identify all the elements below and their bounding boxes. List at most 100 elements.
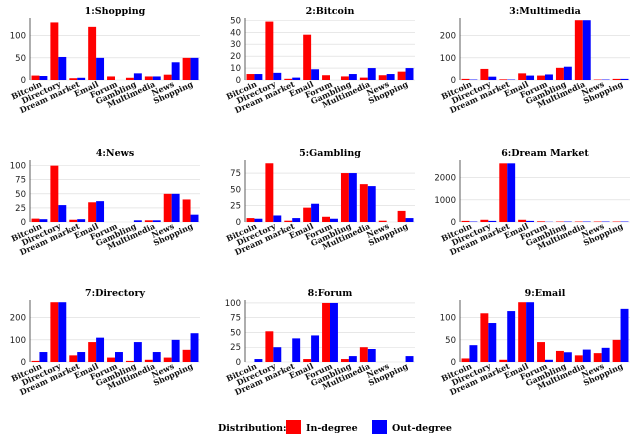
bar-out-degree-dream-market (292, 77, 301, 80)
bar-in-degree-gambling (340, 76, 349, 80)
bar-out-degree-email (526, 220, 535, 222)
bar-out-degree-shopping (190, 333, 199, 362)
y-tick-label: 100 (440, 314, 456, 324)
y-tick-label: 75 (230, 169, 241, 179)
bar-out-degree-forum (545, 74, 553, 80)
panel-title: 6:Dream Market (501, 148, 589, 159)
bar-in-degree-multimedia (144, 76, 153, 80)
bar-out-degree-shopping (620, 78, 629, 80)
y-tick-label: 200 (440, 32, 456, 42)
legend-title: Distribution: (218, 423, 287, 434)
bar-in-degree-bitcoin (31, 218, 40, 222)
bar-out-degree-email (311, 69, 320, 80)
bar-out-degree-news (171, 193, 180, 222)
bar-in-degree-bitcoin (461, 78, 470, 80)
bar-in-degree-email (303, 359, 312, 362)
bar-out-degree-directory (273, 215, 282, 222)
y-tick-label: 50 (15, 190, 26, 200)
y-tick-label: 0 (451, 358, 456, 368)
bar-out-degree-multimedia (152, 76, 161, 80)
bar-in-degree-email (303, 34, 312, 80)
bar-in-degree-forum (322, 302, 330, 362)
y-tick-label: 30 (230, 40, 241, 50)
bar-in-degree-email (88, 342, 97, 362)
bar-in-degree-shopping (182, 57, 191, 80)
bar-out-degree-news (171, 339, 180, 362)
bar-in-degree-bitcoin (31, 360, 40, 362)
y-tick-label: 0 (236, 76, 241, 86)
bar-out-degree-news (171, 62, 180, 80)
bar-out-degree-dream-market (77, 352, 86, 362)
y-tick-label: 100 (440, 54, 456, 64)
bar-out-degree-directory (488, 323, 497, 362)
y-tick-label: 75 (15, 176, 26, 186)
bar-out-degree-forum (545, 359, 553, 362)
bar-in-degree-multimedia (359, 184, 368, 222)
legend-label-out-degree: Out-degree (392, 423, 452, 434)
y-tick-label: 50 (230, 185, 241, 195)
bar-in-degree-email (88, 26, 97, 80)
y-tick-label: 50 (230, 16, 241, 26)
bar-out-degree-directory (58, 302, 67, 362)
bar-in-degree-multimedia (574, 20, 583, 80)
bar-out-degree-gambling (133, 220, 142, 222)
bar-out-degree-bitcoin (254, 359, 263, 362)
bar-out-degree-bitcoin (469, 345, 478, 362)
bar-out-degree-dream-market (77, 77, 86, 80)
bar-out-degree-gambling (563, 352, 572, 362)
bar-out-degree-email (526, 302, 535, 362)
bar-out-degree-bitcoin (254, 74, 263, 80)
panel-title: 1:Shopping (85, 6, 146, 17)
bar-in-degree-dream-market (69, 78, 78, 80)
bar-in-degree-email (518, 302, 527, 362)
bar-out-degree-email (96, 201, 105, 222)
bar-in-degree-shopping (182, 349, 191, 362)
bar-out-degree-multimedia (367, 186, 376, 222)
bar-in-degree-directory (480, 219, 489, 222)
bar-in-degree-news (163, 193, 172, 222)
bar-in-degree-multimedia (359, 77, 368, 80)
bar-out-degree-multimedia (582, 20, 591, 80)
bar-out-degree-news (601, 347, 610, 362)
y-tick-label: 1000 (434, 196, 456, 206)
y-tick-label: 200 (10, 314, 26, 324)
bar-in-degree-gambling (340, 359, 349, 362)
y-tick-label: 2000 (434, 174, 456, 184)
bar-in-degree-forum (537, 342, 545, 362)
y-tick-label: 100 (10, 336, 26, 346)
bar-in-degree-bitcoin (246, 218, 255, 222)
bar-out-degree-multimedia (152, 352, 161, 362)
bar-in-degree-multimedia (144, 359, 153, 362)
bar-in-degree-bitcoin (246, 74, 255, 80)
bar-in-degree-gambling (125, 360, 134, 362)
legend-swatch-in-degree (286, 420, 301, 434)
y-tick-label: 50 (445, 336, 456, 346)
bar-in-degree-news (163, 357, 172, 362)
bar-in-degree-gambling (555, 350, 564, 362)
bar-in-degree-directory (480, 313, 489, 362)
bar-in-degree-news (163, 74, 172, 80)
y-tick-label: 0 (236, 218, 241, 228)
panel-title: 4:News (96, 148, 134, 159)
bar-out-degree-gambling (133, 342, 142, 362)
bar-out-degree-directory (273, 72, 282, 80)
bar-out-degree-email (311, 203, 320, 222)
bar-out-degree-bitcoin (254, 218, 263, 222)
bar-in-degree-multimedia (359, 347, 368, 362)
bar-out-degree-bitcoin (39, 219, 48, 222)
panel-3-multimedia: 3:Multimedia0100200BitcoinDirectoryDream… (440, 6, 630, 115)
bar-in-degree-news (378, 220, 387, 222)
bar-in-degree-dream-market (499, 359, 508, 362)
bar-in-degree-bitcoin (461, 220, 470, 222)
bar-in-degree-dream-market (499, 79, 508, 80)
y-tick-label: 0 (21, 218, 26, 228)
bar-in-degree-directory (50, 22, 59, 80)
y-tick-label: 25 (230, 343, 241, 353)
bar-in-degree-directory (480, 68, 489, 80)
bar-in-degree-forum (107, 357, 115, 362)
bar-in-degree-shopping (397, 210, 406, 222)
y-tick-label: 0 (236, 358, 241, 368)
